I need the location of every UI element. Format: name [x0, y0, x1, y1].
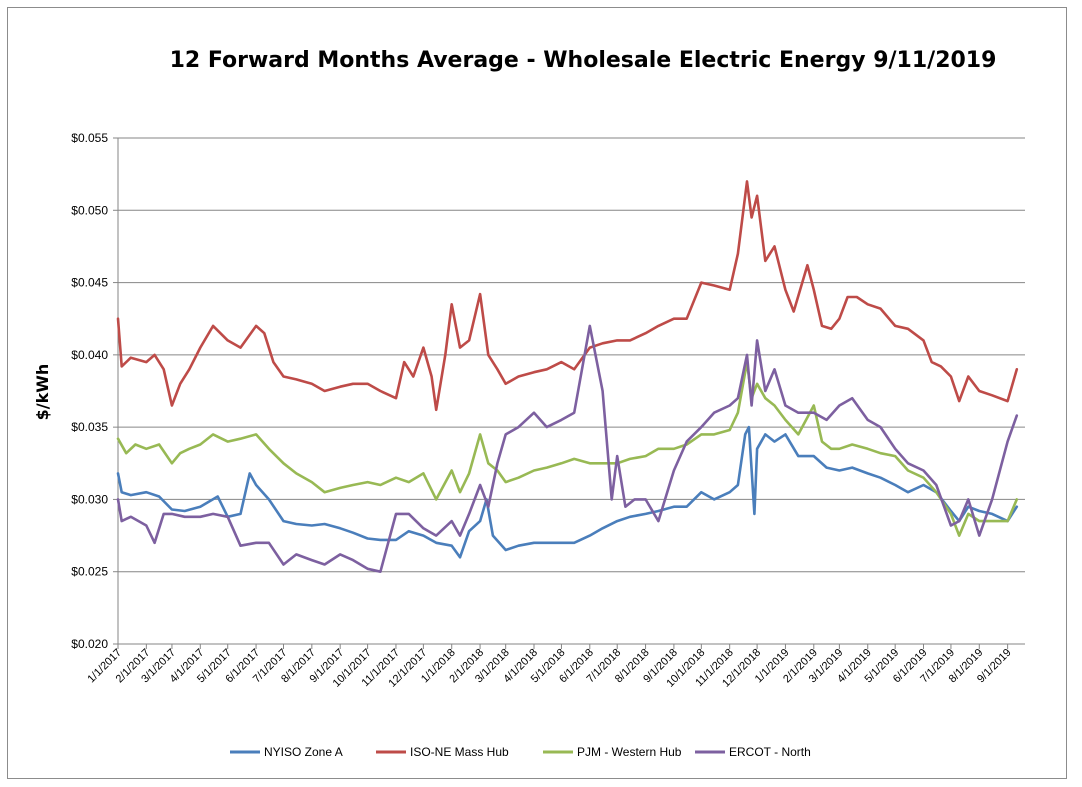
y-tick-label: $0.055 [71, 131, 108, 145]
legend-item: NYISO Zone A [230, 745, 343, 759]
legend-label: NYISO Zone A [264, 745, 343, 759]
chart-title: 12 Forward Months Average - Wholesale El… [170, 48, 997, 73]
series-line-iso-ne-mass-hub [116, 180, 1019, 412]
legend-item: ISO-NE Mass Hub [376, 745, 509, 759]
series-line-nyiso-zone-a [116, 425, 1019, 559]
legend-item: ERCOT - North [695, 745, 811, 759]
legend-label: PJM - Western Hub [577, 745, 682, 759]
grid [118, 137, 1025, 573]
legend-item: PJM - Western Hub [543, 745, 682, 759]
axes: $0.020 $0.025 $0.030 $0.035 $0.040 $0.045 $0.0… [71, 131, 1025, 690]
y-tick-label: $0.045 [71, 276, 108, 290]
y-tick-label: $0.020 [71, 637, 108, 651]
y-tick-label: $0.050 [71, 203, 108, 217]
legend-label: ERCOT - North [729, 745, 811, 759]
series-line-ercot-north [116, 324, 1019, 573]
y-axis-label: $/kWh [33, 364, 52, 421]
series-line-pjm-western-hub [116, 360, 1019, 537]
chart-frame [7, 7, 1067, 779]
legend: NYISO Zone A ISO-NE Mass Hub PJM - Western… [230, 745, 811, 759]
y-tick-label: $0.040 [71, 348, 108, 362]
y-tick-label: $0.035 [71, 420, 108, 434]
legend-label: ISO-NE Mass Hub [410, 745, 509, 759]
y-tick-label: $0.025 [71, 565, 108, 579]
series-lines [116, 180, 1019, 573]
y-tick-label: $0.030 [71, 492, 108, 506]
